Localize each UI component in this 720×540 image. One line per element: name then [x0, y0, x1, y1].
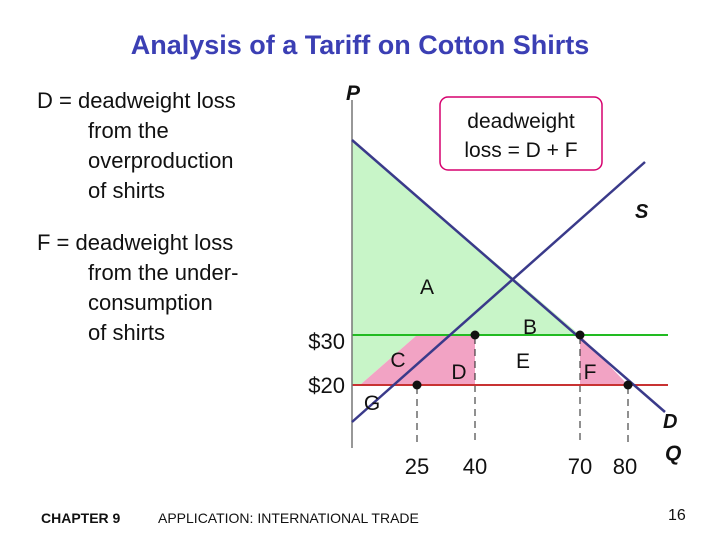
slide-title: Analysis of a Tariff on Cotton Shirts: [130, 30, 590, 60]
point-q80: [623, 380, 633, 390]
note-f-line: consumption: [88, 290, 213, 315]
quantity-label: 70: [568, 454, 592, 479]
demand-label: D: [663, 411, 677, 433]
deadweight-d-region: [360, 335, 475, 385]
dashed-guides: [416, 337, 629, 445]
note-d-line: D = deadweight loss: [37, 88, 236, 113]
points: [412, 330, 633, 390]
x-axis-label: Q: [665, 442, 681, 465]
note-deadweight-d: D = deadweight loss from the overproduct…: [37, 86, 287, 206]
quantity-label: 40: [463, 454, 487, 479]
footer-course-title: APPLICATION: INTERNATIONAL TRADE: [158, 510, 419, 526]
price-label-20: $20: [308, 373, 345, 398]
footer-chapter: CHAPTER 9: [41, 510, 121, 526]
note-f-line: of shirts: [88, 320, 166, 345]
callout-box: [439, 96, 603, 171]
region-label-g: G: [364, 392, 380, 415]
point-q70: [575, 330, 585, 340]
quantity-label: 80: [613, 454, 637, 479]
region-label-a: A: [420, 276, 434, 299]
note-d-line: from the: [88, 118, 169, 143]
demand-curve: [351, 139, 666, 413]
point-q40: [470, 330, 480, 340]
callout-line: deadweight: [467, 110, 575, 133]
point-q25: [412, 380, 422, 390]
region-label-c: C: [390, 349, 405, 372]
y-axis-label: P: [346, 82, 361, 105]
supply-curve: [351, 161, 646, 423]
note-d-line: overproduction: [88, 148, 234, 173]
region-label-e: E: [516, 350, 530, 373]
callout-line: loss = D + F: [464, 139, 577, 162]
green-area-below-world-price: [352, 335, 417, 385]
price-label-30: $30: [308, 329, 345, 354]
note-f-line: F = deadweight loss: [37, 230, 234, 255]
note-d-line: of shirts: [88, 178, 166, 203]
region-label-b: B: [523, 316, 537, 339]
quantity-label: 25: [405, 454, 429, 479]
footer-page-number: 16: [668, 507, 686, 524]
note-f-line: from the under-: [88, 260, 239, 285]
note-deadweight-f: F = deadweight loss from the under- cons…: [37, 228, 287, 348]
supply-label: S: [635, 201, 649, 223]
region-label-f: F: [584, 361, 597, 384]
region-label-d: D: [451, 361, 466, 384]
